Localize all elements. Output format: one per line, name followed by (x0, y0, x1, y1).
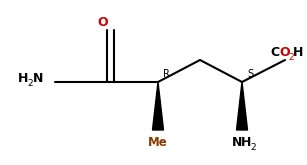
Text: Me: Me (148, 135, 168, 148)
Text: 2: 2 (250, 144, 256, 152)
Text: H: H (18, 72, 28, 85)
Text: 2: 2 (27, 80, 33, 88)
Text: O: O (98, 16, 108, 29)
Text: 2: 2 (288, 53, 293, 63)
Text: S: S (247, 69, 253, 79)
Polygon shape (236, 82, 247, 130)
Text: H: H (241, 136, 251, 149)
Text: O: O (279, 47, 290, 60)
Polygon shape (153, 82, 164, 130)
Text: C: C (270, 47, 279, 60)
Text: R: R (163, 69, 170, 79)
Text: H: H (293, 47, 303, 60)
Text: N: N (232, 136, 242, 149)
Text: N: N (33, 72, 43, 85)
